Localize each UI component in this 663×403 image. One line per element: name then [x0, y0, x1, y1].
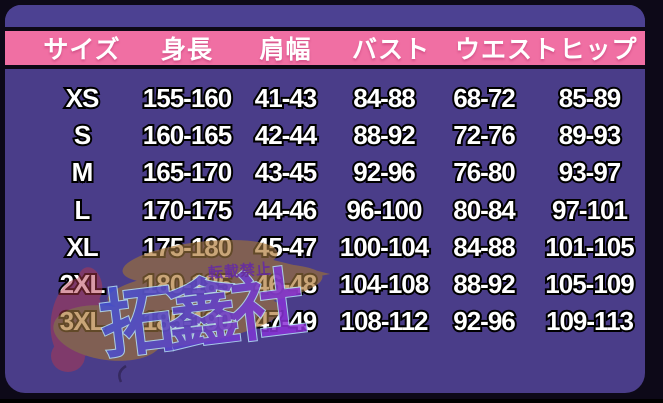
column-header-height: 身長 — [160, 36, 213, 64]
table-row: L 170-175 44-46 96-100 80-84 97-101 — [5, 192, 645, 229]
cell-waist: 88-92 — [451, 267, 518, 301]
cell-hip: 101-105 — [543, 230, 636, 264]
cell-hip: 93-97 — [557, 155, 624, 189]
cell-height: 160-165 — [141, 118, 234, 152]
cell-bust: 104-108 — [338, 267, 431, 301]
bottom-edge — [0, 399, 663, 403]
column-header-size: サイズ — [43, 36, 121, 64]
cell-size: XL — [64, 230, 100, 264]
cell-height: 175-180 — [141, 230, 234, 264]
cell-bust: 108-112 — [339, 304, 431, 338]
size-chart-card: サイズ 身長 肩幅 バスト ウエスト ヒップ XS 155-160 41-43 … — [5, 5, 645, 393]
cell-size: 3XL — [58, 304, 108, 338]
column-header-bust: バスト — [351, 36, 430, 64]
cell-bust: 88-92 — [351, 118, 418, 152]
cell-hip: 85-89 — [557, 81, 624, 115]
cell-hip: 109-113 — [544, 304, 636, 338]
top-strip — [5, 5, 645, 27]
column-header-hip: ヒップ — [559, 36, 638, 64]
cell-bust: 92-96 — [351, 155, 418, 189]
table-row: XL 175-180 45-47 100-104 84-88 101-105 — [5, 229, 645, 266]
cell-waist: 84-88 — [451, 230, 518, 264]
cell-height: 185-190 — [141, 304, 234, 338]
column-header-shoulder: 肩幅 — [259, 36, 312, 64]
cell-size: XS — [64, 81, 102, 115]
cell-shoulder: 43-45 — [253, 155, 320, 189]
cell-size: S — [72, 118, 93, 152]
table-row: 3XL 185-190 47-49 108-112 92-96 109-113 — [5, 303, 645, 340]
cell-shoulder: 42-44 — [253, 118, 320, 152]
table-row: M 165-170 43-45 92-96 76-80 93-97 — [5, 154, 645, 191]
cell-height: 180-185 — [141, 267, 234, 301]
cell-shoulder: 44-46 — [253, 193, 320, 227]
cell-bust: 84-88 — [351, 81, 418, 115]
cell-size: L — [73, 193, 93, 227]
cell-shoulder: 46-48 — [253, 267, 320, 301]
cell-shoulder: 47-49 — [253, 304, 320, 338]
cell-hip: 89-93 — [557, 118, 624, 152]
separator-bottom — [5, 65, 645, 69]
table-row: XS 155-160 41-43 84-88 68-72 85-89 — [5, 80, 645, 117]
cell-hip: 97-101 — [550, 193, 630, 227]
cell-waist: 72-76 — [451, 118, 518, 152]
table-body: XS 155-160 41-43 84-88 68-72 85-89 S 160… — [5, 80, 645, 340]
header-row: サイズ 身長 肩幅 バスト ウエスト ヒップ — [5, 30, 645, 66]
cell-size: M — [70, 155, 96, 189]
cell-size: 2XL — [58, 267, 108, 301]
cell-waist: 76-80 — [451, 155, 518, 189]
cell-height: 155-160 — [141, 81, 234, 115]
cell-waist: 80-84 — [451, 193, 518, 227]
table-row: 2XL 180-185 46-48 104-108 88-92 105-109 — [5, 266, 645, 303]
cell-shoulder: 45-47 — [253, 230, 320, 264]
cell-bust: 100-104 — [338, 230, 431, 264]
cell-shoulder: 41-43 — [253, 81, 320, 115]
cell-bust: 96-100 — [345, 193, 425, 227]
table-row: S 160-165 42-44 88-92 72-76 89-93 — [5, 117, 645, 154]
table-header-band: サイズ 身長 肩幅 バスト ウエスト ヒップ — [5, 31, 645, 65]
cell-height: 165-170 — [141, 155, 234, 189]
cell-waist: 92-96 — [451, 304, 518, 338]
cell-waist: 68-72 — [451, 81, 518, 115]
cell-height: 170-175 — [141, 193, 234, 227]
cell-hip: 105-109 — [543, 267, 636, 301]
separator-top — [5, 27, 645, 31]
column-header-waist: ウエスト — [455, 36, 560, 64]
